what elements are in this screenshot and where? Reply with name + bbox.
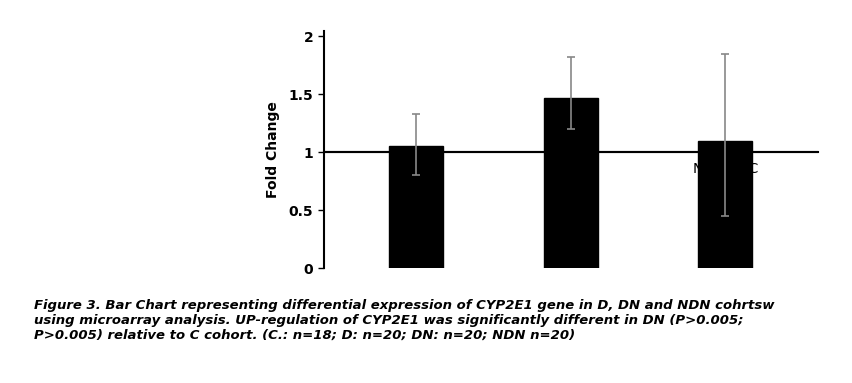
Bar [389,146,443,268]
Y-axis label: Fold Change: Fold Change [267,101,280,198]
Text: Figure 3. Bar Chart representing differential expression of CYP2E1 gene in D, DN: Figure 3. Bar Chart representing differe… [34,299,774,342]
Bar [699,141,752,268]
Bar [544,98,598,268]
